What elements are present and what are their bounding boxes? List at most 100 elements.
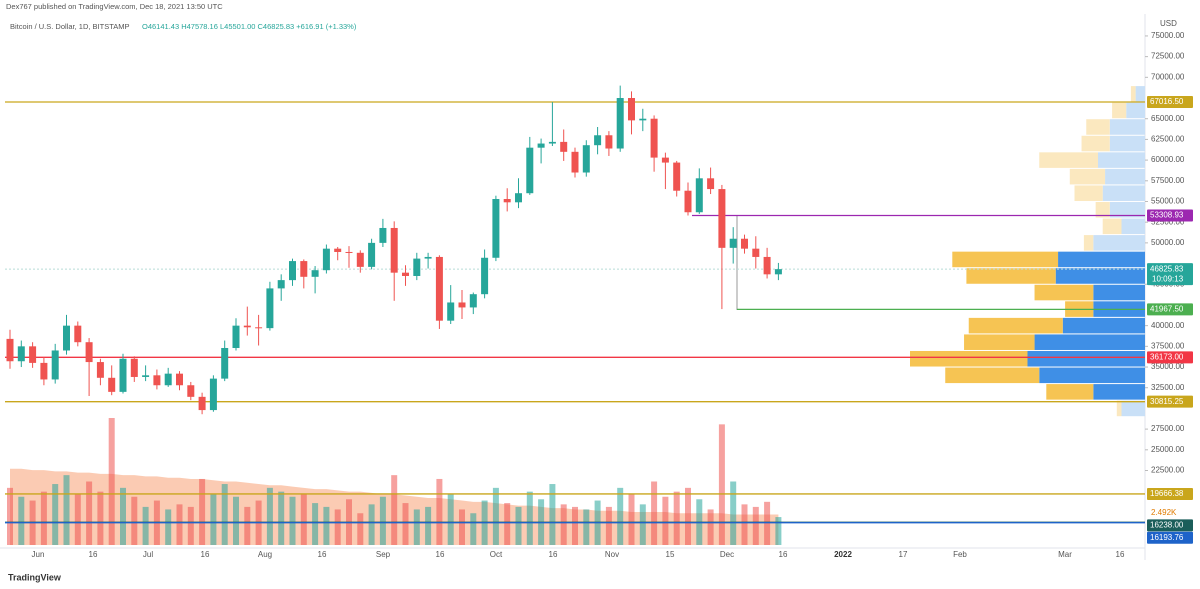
candle-body bbox=[492, 199, 500, 258]
candle-body bbox=[447, 302, 455, 321]
candle-body bbox=[707, 178, 715, 190]
y-tick-label: 62500.00 bbox=[1151, 135, 1185, 144]
volume-bar bbox=[402, 503, 409, 545]
volume-bar bbox=[504, 503, 511, 545]
profile-up bbox=[1109, 135, 1145, 152]
volume-bar bbox=[459, 509, 465, 545]
x-tick-label: 16 bbox=[318, 550, 327, 559]
y-tick-label: 75000.00 bbox=[1151, 31, 1185, 40]
candle-body bbox=[198, 396, 206, 411]
volume-bar bbox=[549, 484, 556, 545]
profile-up bbox=[1039, 367, 1145, 384]
level-label-box bbox=[1147, 351, 1193, 364]
candle-body bbox=[255, 327, 263, 329]
volume-bar bbox=[730, 481, 737, 545]
volume-bar bbox=[628, 494, 635, 545]
volume-bar bbox=[651, 481, 658, 545]
level-label: 30815.25 bbox=[1150, 397, 1184, 406]
candle-body bbox=[774, 269, 782, 275]
profile-down bbox=[1095, 201, 1110, 218]
candle-body bbox=[661, 157, 669, 163]
volume-bar bbox=[40, 491, 47, 545]
profile-down bbox=[1102, 218, 1122, 235]
candle-body bbox=[17, 346, 25, 362]
volume-bar bbox=[775, 517, 782, 545]
x-tick-label: 15 bbox=[666, 550, 675, 559]
profile-down bbox=[1034, 284, 1094, 301]
volume-bar bbox=[718, 424, 725, 545]
volume-bar bbox=[18, 496, 25, 545]
level-label: 67016.50 bbox=[1150, 97, 1184, 106]
candle-body bbox=[277, 280, 285, 289]
volume-bar bbox=[52, 484, 59, 545]
profile-down bbox=[966, 268, 1056, 284]
level-label: 16193.76 bbox=[1150, 533, 1184, 542]
candle-body bbox=[266, 288, 274, 329]
profile-up bbox=[1126, 102, 1145, 119]
candle-body bbox=[142, 375, 150, 377]
level-label-box bbox=[1147, 96, 1193, 109]
volume-bar bbox=[741, 504, 748, 545]
volume-bar bbox=[368, 504, 375, 545]
volume-bar bbox=[492, 487, 499, 545]
candle-body bbox=[63, 325, 70, 351]
candle-body bbox=[209, 378, 217, 411]
x-tick-label: Dec bbox=[720, 550, 734, 559]
volume-bar bbox=[233, 496, 239, 545]
volume-bar bbox=[334, 509, 341, 545]
volume-bar bbox=[662, 496, 669, 545]
candle-body bbox=[673, 162, 681, 191]
profile-up bbox=[1098, 152, 1145, 168]
y-tick-label: 37500.00 bbox=[1151, 341, 1185, 350]
volume-bar bbox=[572, 506, 578, 545]
volume-bar bbox=[312, 503, 319, 545]
level-label: 41967.50 bbox=[1150, 304, 1184, 313]
candle-body bbox=[390, 227, 398, 273]
last-price-box bbox=[1147, 263, 1193, 286]
profile-down bbox=[1069, 168, 1106, 185]
x-tick-label: 16 bbox=[89, 550, 98, 559]
volume-bar bbox=[266, 487, 273, 545]
y-tick-label: 65000.00 bbox=[1151, 114, 1185, 123]
level-label: 19666.38 bbox=[1150, 489, 1184, 498]
volume-bar bbox=[244, 506, 251, 545]
profile-down bbox=[952, 251, 1059, 268]
candle-body bbox=[187, 385, 195, 397]
volume-bar bbox=[323, 506, 330, 545]
volume-bar bbox=[210, 494, 217, 545]
y-tick-label: 40000.00 bbox=[1151, 321, 1185, 330]
y-tick-label: 72500.00 bbox=[1151, 52, 1185, 61]
profile-down bbox=[945, 367, 1040, 384]
volume-bar bbox=[120, 487, 126, 545]
ohlc-text: O46141.43 H47578.16 L45501.00 C46825.83 … bbox=[142, 22, 357, 31]
x-tick-label: Sep bbox=[376, 550, 391, 559]
profile-down bbox=[964, 334, 1035, 350]
candle-body bbox=[537, 143, 545, 148]
level-label: 53308.93 bbox=[1150, 211, 1184, 220]
candle-body bbox=[695, 178, 703, 213]
volume-bar bbox=[617, 487, 624, 545]
level-label-box bbox=[1147, 303, 1193, 316]
profile-up bbox=[1135, 86, 1145, 102]
candle-body bbox=[153, 375, 161, 386]
volume-bar bbox=[379, 496, 386, 545]
volume-bar bbox=[526, 491, 533, 545]
y-tick-label: 52500.00 bbox=[1151, 217, 1185, 226]
volume-bar bbox=[165, 509, 172, 545]
candle-body bbox=[548, 141, 556, 144]
profile-up bbox=[1109, 201, 1145, 218]
candle-body bbox=[334, 248, 342, 252]
candle-body bbox=[119, 358, 127, 392]
footer-logo: TradingView bbox=[8, 572, 62, 582]
profile-down bbox=[1046, 384, 1094, 400]
volume-bar bbox=[707, 509, 714, 545]
candle-body bbox=[51, 350, 59, 380]
volume-bar bbox=[560, 504, 567, 545]
candle-body bbox=[729, 238, 737, 248]
volume-bar bbox=[97, 491, 104, 545]
candle-body bbox=[368, 242, 376, 267]
volume-bar bbox=[278, 491, 285, 545]
level-label-box bbox=[1147, 395, 1193, 408]
candle-body bbox=[130, 358, 138, 377]
profile-up bbox=[1058, 251, 1145, 268]
